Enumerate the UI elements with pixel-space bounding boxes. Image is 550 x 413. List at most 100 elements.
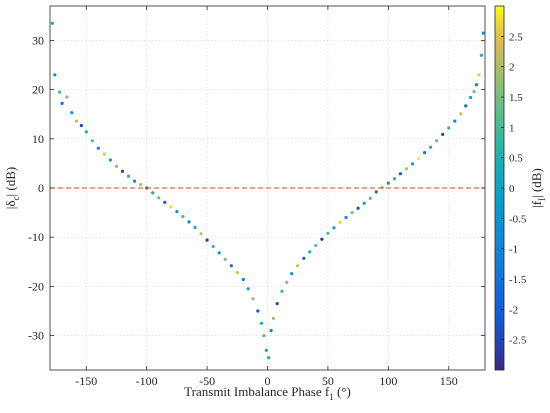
data-point: [285, 280, 289, 284]
y-axis-label: |δc| (dB): [3, 167, 21, 209]
data-point: [368, 196, 372, 200]
data-point: [338, 220, 342, 224]
data-point: [344, 215, 348, 220]
data-point: [181, 214, 185, 219]
x-tick-label: 100: [379, 374, 397, 388]
colorbar-tick-label: -1: [509, 244, 518, 256]
data-point: [90, 139, 94, 143]
data-point: [435, 139, 439, 143]
colorbar-tick-label: -1.5: [509, 274, 527, 286]
data-point: [398, 172, 402, 176]
data-point: [223, 257, 227, 261]
data-point: [60, 101, 64, 105]
colorbar-tick-label: 1: [509, 122, 515, 134]
data-point: [211, 244, 215, 249]
y-tick-label: -20: [28, 279, 44, 293]
data-point: [423, 151, 427, 155]
data-point: [296, 264, 300, 268]
colorbar-label-pre: |f: [529, 200, 544, 208]
colorbar-tick-label: -2: [509, 304, 518, 316]
y-axis-label-post: | (dB): [3, 167, 18, 197]
data-point: [259, 321, 264, 325]
data-point: [275, 302, 279, 306]
data-point: [199, 232, 203, 236]
data-point: [374, 190, 378, 194]
data-point: [302, 256, 306, 260]
data-point: [75, 119, 79, 123]
data-point: [479, 53, 483, 57]
data-point: [264, 348, 268, 352]
data-point: [84, 130, 88, 134]
colorbar-tick-label: -2.5: [509, 335, 527, 347]
x-axis-label: Transmit Imbalance Phase f1 (°): [184, 384, 351, 402]
data-point: [133, 179, 137, 183]
data-point: [217, 251, 221, 255]
x-tick-label: 50: [322, 374, 334, 388]
data-point: [139, 183, 143, 187]
y-tick-labels: -30 -20 -10 0 10 20 30: [28, 33, 485, 343]
x-tick-labels: -150 -100 -50 0 50 100 150: [75, 6, 458, 388]
y-tick-label: -30: [28, 329, 44, 343]
data-point: [267, 356, 271, 360]
colorbar-label-post: | (dB): [529, 168, 544, 198]
data-point: [70, 111, 74, 115]
x-axis-label-unit: (°): [334, 384, 351, 399]
data-point: [96, 146, 100, 150]
data-point: [429, 145, 433, 149]
x-tick-label: -50: [199, 374, 215, 388]
colorbar-label: |fI| (dB): [529, 168, 547, 208]
data-point: [251, 297, 255, 301]
data-point: [453, 119, 457, 123]
colorbar-label-subscript: I: [537, 198, 547, 201]
data-point: [280, 289, 284, 293]
data-point: [50, 21, 55, 25]
x-tick-label: -100: [136, 374, 158, 388]
data-point: [362, 201, 366, 205]
data-point: [269, 329, 273, 333]
data-point: [474, 83, 479, 87]
colorbar-tick-label: 0: [509, 183, 515, 195]
data-point: [326, 231, 330, 235]
data-point: [468, 95, 473, 100]
data-point: [169, 205, 173, 209]
data-point: [151, 191, 155, 195]
colorbar-tick-label: 1.5: [509, 92, 523, 104]
colorbar-tick-labels: -2.5 -2 -1.5 -1 -0.5 0 0.5 1 1.5 2 2.5: [501, 31, 527, 347]
colorbar-tick-label: 0.5: [509, 153, 523, 165]
data-point: [126, 174, 131, 178]
data-point: [246, 287, 250, 291]
y-tick-label: 20: [32, 83, 44, 97]
data-point: [472, 90, 476, 94]
data-point: [290, 272, 294, 276]
colorbar-tick-label: 2.5: [509, 31, 523, 43]
data-point: [102, 152, 106, 156]
y-tick-label: 10: [32, 132, 44, 146]
data-point: [459, 112, 463, 116]
data-point: [53, 73, 57, 77]
x-axis-label-subscript: 1: [329, 392, 334, 402]
data-point: [193, 225, 197, 229]
x-tick-label: 0: [265, 374, 271, 388]
data-point: [356, 206, 360, 210]
data-point: [441, 132, 445, 136]
data-point: [114, 164, 119, 168]
data-point: [58, 90, 62, 94]
data-point: [120, 169, 125, 173]
data-point: [320, 237, 324, 241]
data-point: [332, 226, 336, 230]
data-point: [464, 104, 468, 108]
y-tick-label: 30: [32, 33, 44, 47]
data-point: [447, 126, 451, 130]
data-points: [50, 21, 485, 360]
data-point: [65, 95, 69, 99]
data-point: [314, 244, 318, 248]
data-point: [163, 200, 167, 204]
data-point: [271, 316, 276, 320]
data-point: [108, 158, 112, 162]
data-point: [392, 177, 396, 181]
x-axis-label-main: Transmit Imbalance Phase f: [184, 384, 330, 399]
data-point: [262, 334, 266, 338]
data-point: [386, 181, 390, 185]
y-axis-label-pre: |δ: [3, 200, 18, 209]
